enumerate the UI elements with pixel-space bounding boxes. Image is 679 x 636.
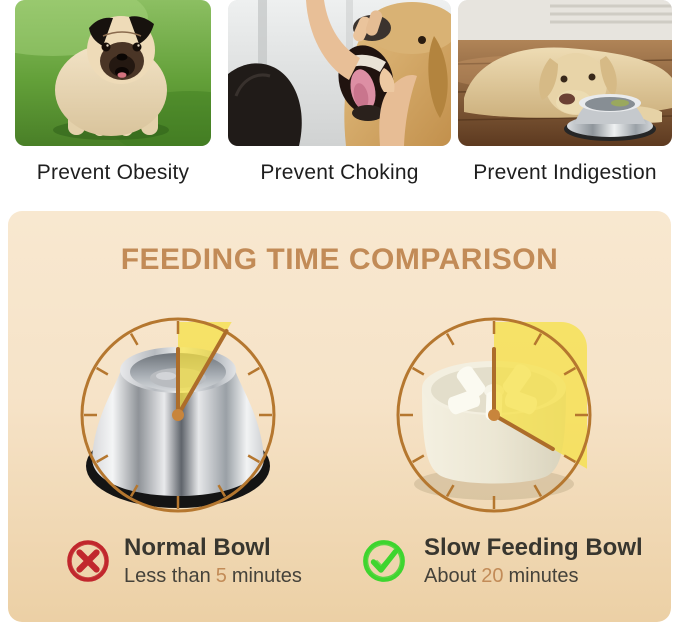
clock-center-dot <box>172 409 184 421</box>
caption-prevent-obesity: Prevent Obesity <box>36 161 190 184</box>
clock-tick <box>247 366 261 376</box>
photo-prevent-choking <box>228 0 451 146</box>
time-wedge <box>494 322 587 469</box>
clock-center-dot <box>488 409 500 421</box>
time-value: 20 <box>481 565 504 587</box>
clock-tick <box>247 454 261 464</box>
clock-tick <box>95 366 109 376</box>
slow-feeding-bowl-time: About 20 minutes <box>424 565 579 587</box>
clock-slow-feeding-bowl <box>396 317 592 513</box>
person-hair <box>228 63 302 146</box>
result-slow-feeding-bowl: Slow Feeding Bowl About 20 minutes <box>424 535 643 588</box>
check-circle-icon <box>363 540 405 582</box>
clock-tick <box>411 454 425 464</box>
x-circle-icon <box>67 540 109 582</box>
clock-tick <box>445 332 455 346</box>
clock-tick <box>533 332 543 346</box>
clock-tick <box>129 484 139 498</box>
clock-hand-end <box>176 328 229 417</box>
clock-face-overlay <box>396 317 592 513</box>
fat-pug-photo-illustration <box>15 0 211 146</box>
clock-tick <box>411 366 425 376</box>
clock-tick <box>95 454 109 464</box>
clock-tick <box>445 484 455 498</box>
labrador-by-bowl-photo-illustration <box>458 0 672 146</box>
photo-prevent-indigestion <box>458 0 672 146</box>
result-normal-bowl: Normal Bowl Less than 5 minutes <box>124 535 302 588</box>
normal-bowl-label: Normal Bowl <box>124 534 271 561</box>
person-hands <box>306 0 417 146</box>
clock-ring <box>80 317 276 513</box>
clock-tick <box>217 484 227 498</box>
time-value: 5 <box>215 565 227 587</box>
steel-bowl <box>564 94 656 141</box>
photo-prevent-obesity <box>15 0 211 146</box>
clock-hand-end <box>492 413 555 451</box>
comparison-title: FEEDING TIME COMPARISON <box>120 243 559 276</box>
clock-tick <box>129 332 139 346</box>
clock-face-overlay <box>80 317 276 513</box>
caption-prevent-indigestion: Prevent Indigestion <box>473 161 657 184</box>
clock-tick <box>563 366 577 376</box>
clock-tick <box>533 484 543 498</box>
dog-mouth-check-photo-illustration <box>228 0 451 146</box>
clock-normal-bowl <box>80 317 276 513</box>
clock-tick <box>563 454 577 464</box>
pug-dog <box>55 16 167 136</box>
normal-bowl-time: Less than 5 minutes <box>124 565 302 587</box>
caption-prevent-choking: Prevent Choking <box>260 161 419 184</box>
clock-ring <box>396 317 592 513</box>
slow-feeding-bowl-label: Slow Feeding Bowl <box>424 534 643 561</box>
